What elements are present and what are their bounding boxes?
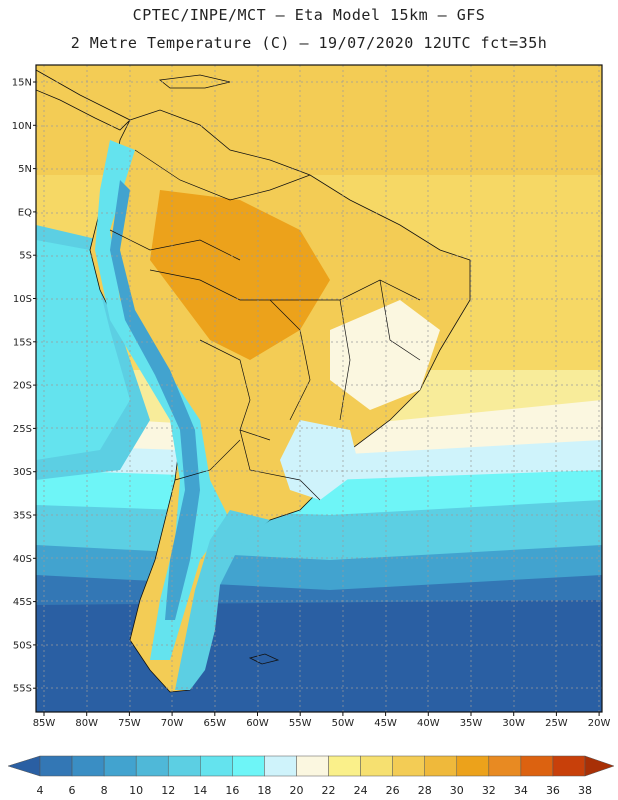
- lon-label: 35W: [460, 718, 483, 729]
- lon-label: 30W: [502, 718, 525, 729]
- lon-label: 40W: [417, 718, 440, 729]
- lon-label: 65W: [203, 718, 226, 729]
- colorbar-swatch: [424, 755, 458, 777]
- map-frame: [35, 64, 603, 713]
- colorbar-label: 18: [257, 784, 271, 797]
- colorbar-swatch: [392, 755, 425, 777]
- lat-label: 25S: [13, 424, 32, 435]
- graticule: [36, 65, 602, 712]
- colorbar-label: 30: [450, 784, 464, 797]
- colorbar-swatch: [264, 755, 297, 777]
- colorbar-swatch: [520, 755, 554, 777]
- colorbar-label: 10: [129, 784, 143, 797]
- colorbar-swatch: [360, 755, 393, 777]
- colorbar-label: 20: [289, 784, 303, 797]
- pacific-cool-core: [36, 240, 130, 460]
- colorbar-label: 26: [386, 784, 400, 797]
- lon-label: 85W: [33, 718, 56, 729]
- falkland-islands: [248, 653, 280, 665]
- lon-label: 75W: [118, 718, 141, 729]
- lat-label: EQ: [18, 207, 32, 218]
- colorbar-label: 38: [578, 784, 592, 797]
- lat-label: 35S: [13, 511, 32, 522]
- brazil-highlands-pale: [330, 300, 440, 410]
- colorbar-label: 8: [101, 784, 108, 797]
- andes-cold-strip: [95, 140, 230, 660]
- colorbar-swatch: [328, 755, 361, 777]
- colorbar-swatch: [103, 755, 137, 777]
- colorbar-label: 28: [418, 784, 432, 797]
- colorbar-swatch: [456, 755, 490, 777]
- colorbar-label: 34: [514, 784, 528, 797]
- lat-label: 15N: [12, 78, 32, 89]
- amazon-hot-region: [150, 190, 330, 360]
- lat-label: 30S: [13, 467, 32, 478]
- colorbar-swatch: [296, 755, 329, 777]
- lon-label: 55W: [289, 718, 312, 729]
- colorbar-label: 6: [69, 784, 76, 797]
- lon-label: 25W: [545, 718, 568, 729]
- colorbar-legend: 4 6 8 10 12 14 16 18 20 22 24 26 28 30 32 34 36 38: [7, 755, 615, 797]
- colorbar-swatch: [488, 755, 522, 777]
- colorbar-swatch: [135, 755, 169, 777]
- chart-title-line2: 2 Metre Temperature (C) – 19/07/2020 12U…: [70, 34, 548, 52]
- colorbar-label: 36: [546, 784, 560, 797]
- temperature-map: 15N 10N 5N EQ 5S 10S 15S 20S 25S 30S 35S 40S 45S 50S 5…: [12, 64, 611, 729]
- lat-label: 10S: [13, 294, 32, 305]
- latitude-labels: 15N 10N 5N EQ 5S 10S 15S 20S 25S 30S 35S 40S 45S 50S 5…: [12, 78, 36, 695]
- central-america: [36, 69, 131, 131]
- caribbean-islands: [159, 74, 231, 89]
- ocean-polar-band: [36, 600, 602, 712]
- lat-label: 15S: [13, 337, 32, 348]
- lat-label: 45S: [13, 597, 32, 608]
- lon-label: 60W: [246, 718, 269, 729]
- chart-title-line1: CPTEC/INPE/MCT – Eta Model 15km – GFS: [132, 6, 486, 24]
- lon-label: 80W: [75, 718, 98, 729]
- colorbar-swatch: [232, 755, 265, 777]
- colorbar-swatch: [200, 755, 233, 777]
- colorbar-label: 32: [482, 784, 496, 797]
- colorbar-swatch: [39, 755, 73, 777]
- colorbar-label: 14: [193, 784, 207, 797]
- colorbar-label: 22: [322, 784, 336, 797]
- colorbar-label: 4: [37, 784, 44, 797]
- lat-label: 5N: [18, 164, 32, 175]
- lon-label: 45W: [374, 718, 397, 729]
- colorbar-left-arrow: [7, 755, 41, 777]
- colorbar-label: 12: [161, 784, 175, 797]
- lat-label: 55S: [13, 684, 32, 695]
- colorbar-right-arrow: [584, 755, 615, 777]
- colorbar-swatch: [71, 755, 105, 777]
- lat-label: 50S: [13, 640, 32, 651]
- patagonia-cool: [175, 510, 270, 690]
- colorbar-swatch: [552, 755, 586, 777]
- lat-label: 40S: [13, 554, 32, 565]
- longitude-labels: 85W 80W 75W 70W 65W 60W 55W 50W 45W 40W 35W 30W 25W 2…: [33, 712, 611, 729]
- lat-label: 5S: [19, 251, 32, 262]
- lat-label: 20S: [13, 381, 32, 392]
- lon-label: 70W: [161, 718, 184, 729]
- colorbar-label: 24: [354, 784, 368, 797]
- andes-highland-core: [110, 180, 200, 620]
- colorbar-swatch: [167, 755, 201, 777]
- lat-label: 10N: [12, 121, 32, 132]
- colorbar-label: 16: [225, 784, 239, 797]
- lon-label: 50W: [332, 718, 355, 729]
- lon-label: 20W: [588, 718, 611, 729]
